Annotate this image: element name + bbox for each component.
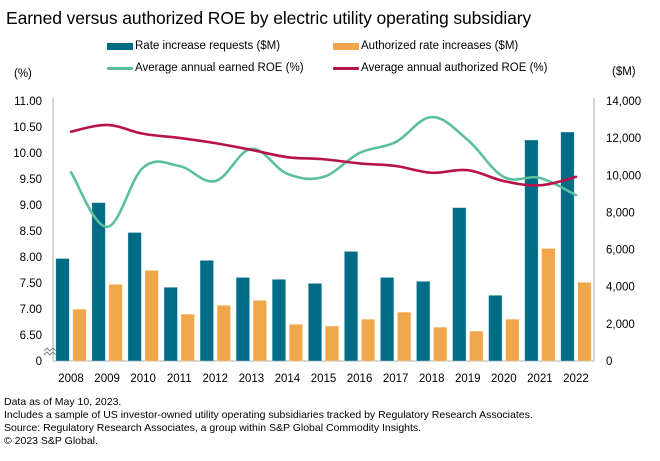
left-axis-tick-label: 9.00 [20, 200, 42, 212]
x-axis-tick-label: 2011 [167, 373, 192, 385]
footer-notes: Data as of May 10, 2023. Includes a samp… [4, 396, 533, 448]
chart-title: Earned versus authorized ROE by electric… [6, 8, 532, 28]
bar-rate-requests-2018 [416, 281, 431, 362]
line-authorized-roe [69, 123, 578, 187]
bar-rate-requests-2017 [380, 277, 395, 362]
legend-earned-roe: Average annual earned ROE (%) [107, 62, 304, 74]
bar-authorized-increases-2020 [505, 318, 520, 362]
x-axis-tick-label: 2012 [203, 373, 229, 385]
bar-authorized-increases-2018 [433, 326, 448, 362]
legend-swatch-authorized-roe [333, 66, 359, 70]
x-axis-tick-label: 2016 [347, 373, 373, 385]
legend-authorized-rate-increases: Authorized rate increases ($M) [333, 40, 518, 52]
x-axis-tick-label: 2010 [130, 373, 156, 385]
bar-authorized-increases-2021 [541, 248, 556, 362]
legend-rate-increase-requests: Rate increase requests ($M) [107, 40, 280, 52]
legend-label-authorized-roe: Average annual authorized ROE (%) [361, 62, 548, 74]
left-axis-tick-label: 9.50 [20, 174, 42, 186]
bar-rate-requests-2009 [91, 202, 106, 362]
right-axis-tick-label: 6,000 [606, 245, 635, 257]
left-axis-tick-label: 7.50 [20, 278, 42, 290]
legend-swatch-earned-roe [107, 66, 133, 70]
bar-authorized-increases-2015 [324, 325, 340, 362]
x-axis-tick-label: 2019 [455, 373, 481, 385]
right-axis-tick-label: 14,000 [606, 96, 641, 108]
bar-rate-requests-2020 [488, 294, 503, 362]
legend-label-requests: Rate increase requests ($M) [135, 40, 281, 52]
left-axis-tick-label: 7.00 [20, 304, 42, 316]
left-axis-tick-label: 6.50 [20, 330, 42, 342]
bar-rate-requests-2019 [452, 207, 467, 362]
bar-authorized-increases-2011 [180, 313, 195, 362]
right-axis-tick-label: 2,000 [606, 319, 635, 331]
left-axis-unit: (%) [14, 68, 32, 80]
x-axis-tick-label: 2008 [58, 373, 84, 385]
bar-rate-requests-2013 [235, 277, 250, 362]
left-axis-tick-label: 11.00 [14, 96, 42, 108]
legend-label-authorized-increases: Authorized rate increases ($M) [361, 40, 519, 52]
bar-authorized-increases-2008 [72, 308, 87, 362]
bar-rate-requests-2016 [344, 251, 359, 362]
left-axis-tick-label: 0 [36, 356, 42, 368]
bar-authorized-increases-2014 [288, 323, 303, 362]
bar-authorized-increases-2009 [108, 283, 123, 362]
footer-data-date: Data as of May 10, 2023. [4, 396, 122, 408]
x-axis-tick-label: 2022 [563, 373, 589, 385]
legend-swatch-requests [107, 42, 133, 50]
x-axis-tick-label: 2017 [383, 373, 409, 385]
bar-rate-requests-2011 [163, 286, 178, 362]
legend-authorized-roe: Average annual authorized ROE (%) [333, 62, 547, 74]
right-axis-tick-label: 4,000 [606, 282, 635, 294]
x-axis-tick-label: 2009 [94, 373, 120, 385]
x-axis-tick-label: 2021 [527, 373, 553, 385]
bar-authorized-increases-2010 [144, 270, 159, 362]
bar-authorized-increases-2019 [469, 330, 484, 362]
left-axis-tick-label: 10.50 [13, 122, 42, 134]
x-axis-tick-label: 2015 [311, 373, 337, 385]
right-axis-tick-label: 12,000 [606, 133, 641, 145]
right-axis-tick-label: 8,000 [606, 207, 635, 219]
footer-copyright: © 2023 S&P Global. [4, 435, 98, 447]
x-axis-tick-label: 2018 [419, 373, 445, 385]
bar-authorized-increases-2012 [216, 304, 231, 362]
line-earned-roe [69, 115, 578, 229]
right-axis-tick-label: 10,000 [606, 170, 641, 182]
bar-rate-requests-2008 [55, 258, 70, 362]
legend-swatch-authorized-increases [333, 42, 359, 50]
bar-rate-requests-2012 [199, 260, 214, 362]
bar-rate-requests-2022 [560, 131, 575, 362]
left-axis-tick-label: 8.00 [20, 252, 42, 264]
footer-source: Source: Regulatory Research Associates, … [4, 422, 422, 434]
bar-authorized-increases-2017 [397, 311, 412, 362]
bar-rate-requests-2014 [271, 278, 286, 362]
bar-rate-requests-2015 [307, 283, 323, 362]
right-axis-tick-label: 0 [606, 356, 612, 368]
bar-authorized-increases-2022 [577, 281, 592, 362]
left-axis-tick-label: 8.50 [20, 226, 42, 238]
legend-label-earned-roe: Average annual earned ROE (%) [135, 62, 304, 74]
right-axis-unit: ($M) [612, 66, 636, 78]
x-axis-tick-label: 2013 [239, 373, 265, 385]
bar-authorized-increases-2016 [361, 318, 376, 362]
footer-sample-note: Includes a sample of US investor-owned u… [4, 409, 533, 421]
axis-break-icon [43, 347, 57, 356]
bar-rate-requests-2021 [524, 139, 539, 362]
x-axis-tick-label: 2020 [491, 373, 517, 385]
bar-authorized-increases-2013 [252, 299, 267, 362]
x-axis-tick-label: 2014 [275, 373, 301, 385]
left-axis-tick-label: 10.00 [13, 148, 42, 160]
bar-rate-requests-2010 [127, 232, 142, 362]
